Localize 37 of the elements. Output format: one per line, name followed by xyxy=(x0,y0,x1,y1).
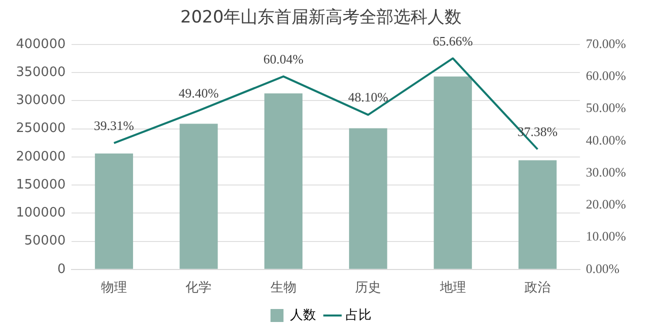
y-tick-label: 350000 xyxy=(16,64,66,80)
chart-title: 2020年山东首届新高考全部选科人数 xyxy=(180,8,462,28)
y-tick-label: 300000 xyxy=(16,93,66,108)
x-tick-label: 化学 xyxy=(186,280,212,296)
data-label: 39.31% xyxy=(94,118,134,133)
y2-tick-label: 70.00% xyxy=(586,36,626,51)
legend-label: 人数 xyxy=(290,308,316,323)
y-tick-label: 150000 xyxy=(16,177,66,192)
y-tick-label: 400000 xyxy=(16,36,66,52)
y2-tick-label: 30.00% xyxy=(586,164,626,180)
bar xyxy=(180,124,218,269)
bar xyxy=(349,128,388,269)
data-label: 65.66% xyxy=(432,33,474,48)
y2-tick-label: 10.00% xyxy=(586,228,626,244)
bar xyxy=(434,76,472,269)
y-tick-label: 200000 xyxy=(16,149,66,164)
legend-label: 占比 xyxy=(346,308,372,323)
y2-tick-label: 0.00% xyxy=(586,260,620,276)
x-tick-label: 历史 xyxy=(355,280,382,296)
y2-tick-label: 20.00% xyxy=(586,196,626,212)
y2-tick-label: 60.00% xyxy=(586,68,626,83)
bar xyxy=(264,93,302,269)
y2-tick-label: 40.00% xyxy=(586,132,626,148)
y2-tick-label: 50.00% xyxy=(586,100,626,116)
data-label: 49.40% xyxy=(178,86,219,101)
bar xyxy=(94,154,134,269)
y-tick-label: 0 xyxy=(57,262,66,277)
y-tick-label: 50000 xyxy=(24,234,66,249)
data-label: 48.10% xyxy=(348,90,388,105)
y-tick-label: 100000 xyxy=(16,206,66,221)
x-tick-label: 政治 xyxy=(524,280,551,296)
x-tick-label: 地理 xyxy=(438,280,466,296)
x-tick-label: 物理 xyxy=(100,280,127,296)
data-label: 60.04% xyxy=(263,51,304,66)
y-tick-label: 250000 xyxy=(16,121,66,136)
x-tick-label: 生物 xyxy=(270,280,296,296)
bar xyxy=(518,160,557,269)
